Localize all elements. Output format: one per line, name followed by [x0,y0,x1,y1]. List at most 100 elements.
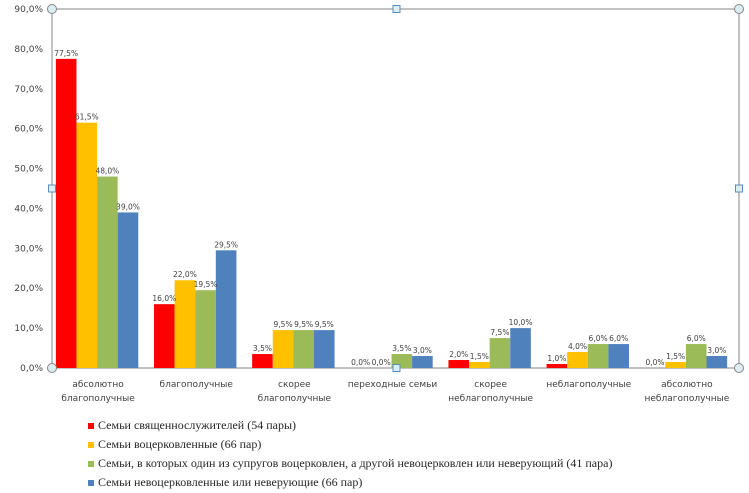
edge-resize-handle[interactable] [735,184,743,193]
category-label: неблагополучные [645,394,730,404]
legend-swatch-red [88,422,94,429]
bar [567,352,588,368]
legend-swatch-blue [88,479,94,486]
legend-label: Семьи воцерковленные (66 пар) [98,437,262,451]
bar [174,280,196,368]
bar [489,338,511,368]
legend-swatch-orange [88,441,94,448]
y-tick-label: 80,0% [14,45,43,55]
y-tick-label: 0,0% [20,364,43,374]
data-label: 7,5% [490,328,509,337]
bar [272,330,294,368]
corner-resize-handle[interactable] [734,363,744,373]
category-label: благополучные [61,394,135,404]
category-label: благополучные [160,380,234,390]
bar [706,356,728,368]
edge-resize-handle[interactable] [392,5,401,13]
data-label: 10,0% [509,318,533,327]
data-label: 16,0% [152,294,176,303]
bar [587,344,609,368]
y-tick-label: 10,0% [14,324,43,334]
bar [117,212,139,368]
category-labels: абсолютно благополучные благополучные скоре… [61,380,729,404]
legend: Семьи священнослужителей (54 пары) Семьи… [88,416,612,492]
data-label: 4,0% [568,342,587,351]
legend-item: Семьи воцерковленные (66 пар) [88,435,612,454]
corner-resize-handle[interactable] [734,4,744,14]
y-tick-label: 70,0% [14,85,43,95]
bar [293,330,314,368]
y-tick-label: 50,0% [14,165,43,175]
data-label: 22,0% [173,270,197,279]
legend-label: Семьи, в которых один из супругов воцерк… [98,456,613,470]
category-label: скорее [474,380,507,390]
data-label: 6,0% [609,334,628,343]
category-label: скорее [278,380,311,390]
bar [685,344,707,368]
data-label: 39,0% [116,202,140,211]
data-label: 1,5% [470,352,489,361]
data-label: 29,5% [214,240,238,249]
data-label: 0,0% [645,358,664,367]
data-label: 1,0% [547,354,566,363]
bar [313,330,335,368]
bar [154,304,175,368]
y-tick-label: 90,0% [14,5,43,15]
y-tick-label: 40,0% [14,204,43,214]
data-label: 1,5% [666,352,685,361]
corner-resize-handle[interactable] [47,363,57,373]
edge-resize-handle[interactable] [48,184,56,193]
y-axis-ticks: 0,0% 10,0% 20,0% 30,0% 40,0% 50,0% 60,0% 70,0% 8… [14,5,43,374]
category-label: переходные семьи [348,380,438,390]
data-label: 6,0% [687,334,706,343]
bar [76,122,98,368]
legend-label: Семьи священнослужителей (54 пары) [98,418,297,432]
data-label: 2,0% [449,350,468,359]
legend-swatch-green [88,460,94,467]
bar [546,364,568,368]
category-label: неблагополучные [546,380,631,390]
corner-resize-handle[interactable] [47,4,57,14]
bar [469,362,490,368]
selection-handles[interactable] [47,4,744,373]
category-label: абсолютно [661,380,713,390]
data-label: 3,5% [253,344,272,353]
bars [55,58,728,368]
data-label: 0,0% [372,358,391,367]
bar [412,356,433,368]
edge-resize-handle[interactable] [392,364,401,372]
data-label: 9,5% [294,320,313,329]
data-label: 48,0% [95,167,119,176]
data-label: 0,0% [351,358,370,367]
bar [215,250,237,368]
legend-item: Семьи священнослужителей (54 пары) [88,416,612,435]
data-label: 77,5% [54,49,78,58]
bar [195,290,216,368]
category-label: неблагополучные [448,394,533,404]
data-label: 3,0% [413,346,432,355]
bar [55,58,77,368]
data-label: 9,5% [315,320,334,329]
bar [608,344,629,368]
y-tick-label: 30,0% [14,244,43,254]
bar [252,354,273,368]
bar [665,362,686,368]
data-label: 6,0% [589,334,608,343]
data-labels: 77,5% 61,5% 48,0% 39,0% 16,0% 22,0%19,5% 29,5%… [54,49,726,367]
bar [510,328,531,368]
data-label: 3,5% [392,344,411,353]
category-label: абсолютно [72,380,124,390]
y-tick-label: 20,0% [14,284,43,294]
y-tick-label: 60,0% [14,125,43,135]
data-label: 9,5% [274,320,293,329]
data-label: 19,5% [194,280,218,289]
legend-item: Семьи, в которых один из супругов воцерк… [88,454,612,473]
category-label: благополучные [258,394,332,404]
bar-chart[interactable]: 0,0% 10,0% 20,0% 30,0% 40,0% 50,0% 60,0% 70,0% 8… [0,0,749,410]
bar [448,360,470,368]
data-label: 3,0% [707,346,726,355]
bar [97,176,118,368]
data-label: 61,5% [75,113,99,122]
legend-item: Семьи невоцерковленные или неверующие (6… [88,473,612,492]
legend-label: Семьи невоцерковленные или неверующие (6… [98,475,363,489]
